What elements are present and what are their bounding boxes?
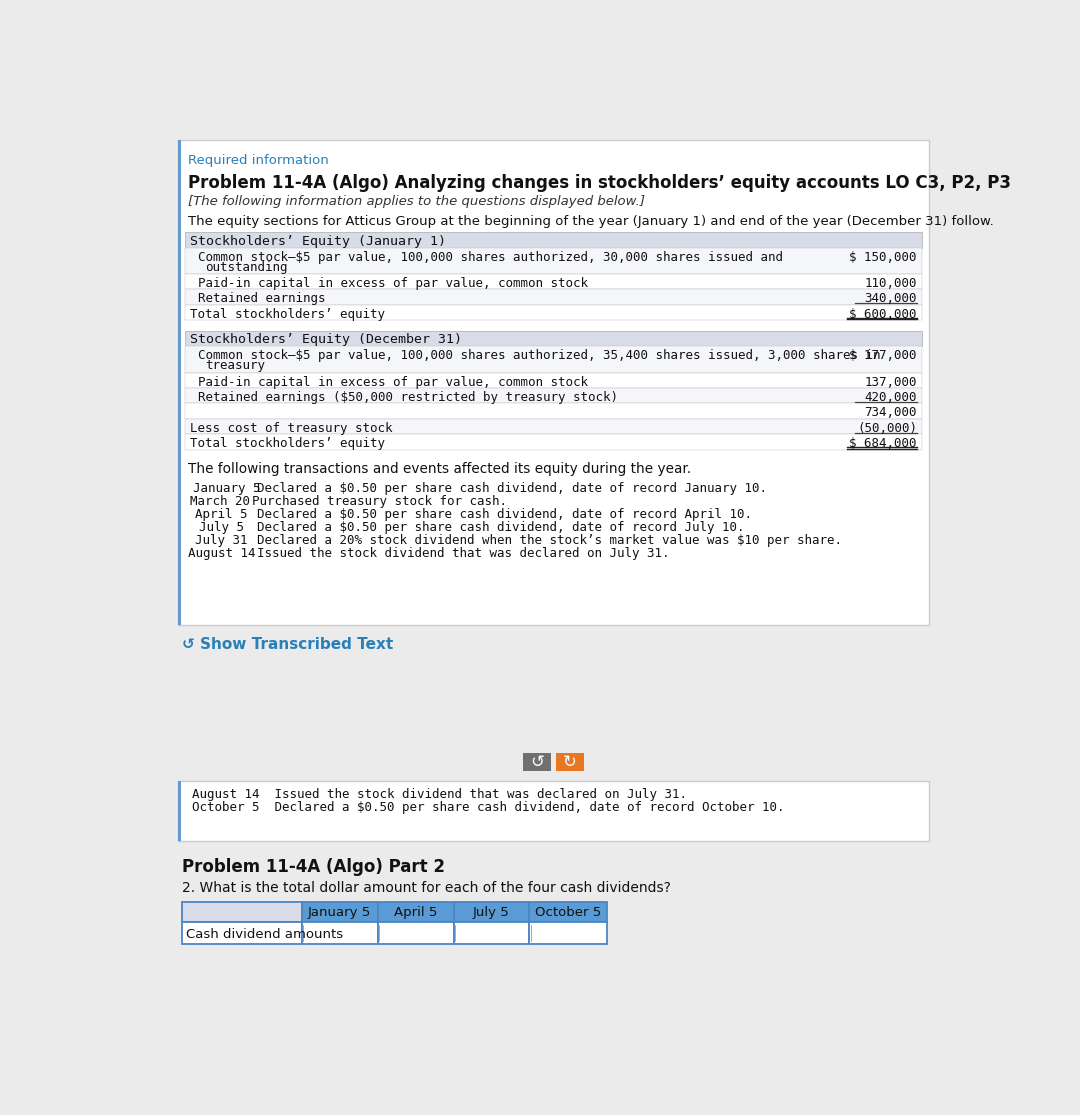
Text: 420,000: 420,000 <box>864 391 917 404</box>
Bar <box>181 902 301 922</box>
Bar <box>186 304 921 320</box>
Text: Stockholders’ Equity (January 1): Stockholders’ Equity (January 1) <box>190 234 446 248</box>
Bar <box>556 753 583 772</box>
Bar <box>181 922 301 943</box>
Text: $ 684,000: $ 684,000 <box>850 437 917 450</box>
Text: treasury: treasury <box>205 359 266 372</box>
Text: Declared a $0.50 per share cash dividend, date of record April 10.: Declared a $0.50 per share cash dividend… <box>257 508 752 521</box>
Text: Declared a $0.50 per share cash dividend, date of record January 10.: Declared a $0.50 per share cash dividend… <box>257 482 767 495</box>
Bar <box>186 347 921 372</box>
Text: 137,000: 137,000 <box>864 376 917 389</box>
Text: (50,000): (50,000) <box>856 421 917 435</box>
Bar <box>186 289 921 304</box>
Bar <box>529 922 607 943</box>
Bar <box>186 274 921 289</box>
Text: August 14: August 14 <box>189 547 256 561</box>
Text: Declared a $0.50 per share cash dividend, date of record July 10.: Declared a $0.50 per share cash dividend… <box>257 521 744 534</box>
Bar <box>378 922 454 943</box>
Text: August 14  Issued the stock dividend that was declared on July 31.: August 14 Issued the stock dividend that… <box>191 788 687 802</box>
Bar <box>186 331 921 347</box>
Text: Purchased treasury stock for cash.: Purchased treasury stock for cash. <box>252 495 507 508</box>
Text: ↻: ↻ <box>563 753 577 772</box>
Text: [The following information applies to the questions displayed below.]: [The following information applies to th… <box>189 195 646 209</box>
Text: Cash dividend amounts: Cash dividend amounts <box>186 928 343 941</box>
Bar <box>186 419 921 434</box>
Bar <box>524 753 551 772</box>
Bar <box>186 248 921 274</box>
Text: Paid-in capital in excess of par value, common stock: Paid-in capital in excess of par value, … <box>198 277 588 290</box>
Bar <box>186 232 921 248</box>
Text: $ 150,000: $ 150,000 <box>850 251 917 264</box>
Text: Common stock–$5 par value, 100,000 shares authorized, 30,000 shares issued and: Common stock–$5 par value, 100,000 share… <box>198 251 783 264</box>
Text: Common stock–$5 par value, 100,000 shares authorized, 35,400 shares issued, 3,00: Common stock–$5 par value, 100,000 share… <box>198 349 880 362</box>
Text: April 5: April 5 <box>394 906 437 919</box>
Text: Retained earnings: Retained earnings <box>198 292 325 306</box>
Text: Declared a 20% stock dividend when the stock’s market value was $10 per share.: Declared a 20% stock dividend when the s… <box>257 534 841 547</box>
Bar <box>529 902 607 922</box>
Bar <box>454 902 529 922</box>
Bar <box>186 388 921 404</box>
Text: April 5: April 5 <box>194 508 247 521</box>
Text: Total stockholders’ equity: Total stockholders’ equity <box>190 437 386 450</box>
Text: 734,000: 734,000 <box>864 406 917 419</box>
Bar <box>186 404 921 419</box>
Bar <box>378 902 454 922</box>
Text: Less cost of treasury stock: Less cost of treasury stock <box>190 421 392 435</box>
Text: outstanding: outstanding <box>205 261 288 274</box>
Text: $ 177,000: $ 177,000 <box>850 349 917 362</box>
Text: Retained earnings ($50,000 restricted by treasury stock): Retained earnings ($50,000 restricted by… <box>198 391 618 404</box>
Bar <box>301 902 378 922</box>
Text: October 5  Declared a $0.50 per share cash dividend, date of record October 10.: October 5 Declared a $0.50 per share cas… <box>191 801 784 814</box>
Text: 2. What is the total dollar amount for each of the four cash dividends?: 2. What is the total dollar amount for e… <box>181 881 671 894</box>
Text: July 5: July 5 <box>200 521 244 534</box>
Text: Stockholders’ Equity (December 31): Stockholders’ Equity (December 31) <box>190 333 462 347</box>
Text: ↺: ↺ <box>530 753 544 772</box>
Bar <box>186 434 921 449</box>
Bar <box>301 922 378 943</box>
Text: Problem 11-4A (Algo) Analyzing changes in stockholders’ equity accounts LO C3, P: Problem 11-4A (Algo) Analyzing changes i… <box>189 174 1012 192</box>
Text: ↺ Show Transcribed Text: ↺ Show Transcribed Text <box>181 638 393 652</box>
Text: Total stockholders’ equity: Total stockholders’ equity <box>190 308 386 321</box>
Text: Required information: Required information <box>189 154 329 167</box>
Text: $ 600,000: $ 600,000 <box>850 308 917 321</box>
Bar <box>177 780 930 841</box>
Text: January 5: January 5 <box>308 906 372 919</box>
Text: Problem 11-4A (Algo) Part 2: Problem 11-4A (Algo) Part 2 <box>181 857 445 875</box>
Bar <box>177 140 180 626</box>
Text: October 5: October 5 <box>535 906 602 919</box>
Text: 340,000: 340,000 <box>864 292 917 306</box>
Text: July 31: July 31 <box>194 534 247 547</box>
Text: July 5: July 5 <box>473 906 510 919</box>
Text: The equity sections for Atticus Group at the beginning of the year (January 1) a: The equity sections for Atticus Group at… <box>189 215 995 229</box>
Text: January 5: January 5 <box>193 482 260 495</box>
Text: 110,000: 110,000 <box>864 277 917 290</box>
Bar <box>186 372 921 388</box>
Text: The following transactions and events affected its equity during the year.: The following transactions and events af… <box>189 462 691 476</box>
Text: Issued the stock dividend that was declared on July 31.: Issued the stock dividend that was decla… <box>257 547 670 561</box>
Text: March 20: March 20 <box>190 495 251 508</box>
Bar <box>454 922 529 943</box>
Bar <box>177 140 930 626</box>
Bar <box>177 780 180 841</box>
Text: Paid-in capital in excess of par value, common stock: Paid-in capital in excess of par value, … <box>198 376 588 389</box>
